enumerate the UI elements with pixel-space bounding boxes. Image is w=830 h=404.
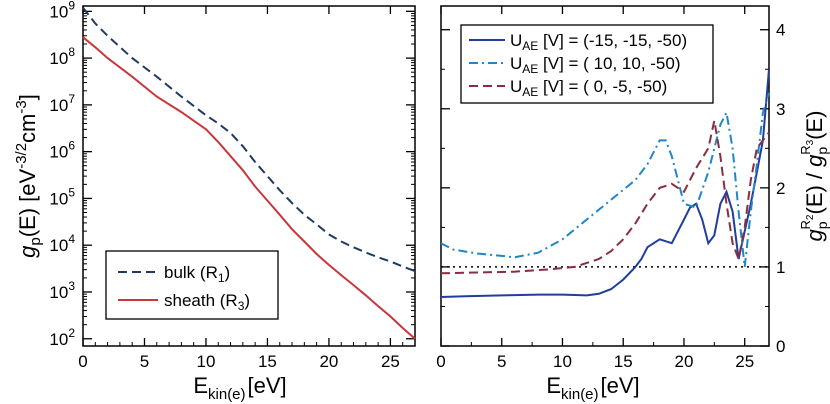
right-axis-ticks: 0 5 10 15 20 25 0 1 2 3 4: [436, 6, 785, 371]
left-series: [82, 6, 416, 340]
left-y-axis-label: gp(E) [eV-3/2cm-3]: [13, 94, 44, 258]
left-y-tick-label: 106: [49, 139, 75, 162]
left-y-tick-label: 105: [49, 185, 75, 208]
right-series: [440, 69, 770, 298]
left-series-line-sheath: [82, 36, 416, 340]
left-legend-box: [105, 250, 279, 320]
right-plot-frame: [440, 5, 770, 347]
right-x-tick-label: 10: [553, 352, 572, 371]
legend-label-sheath: sheath (R3): [164, 291, 250, 313]
left-y-tick-label: 109: [49, 0, 75, 21]
right-y-tick-label: 0: [776, 337, 785, 356]
right-x-axis-label: Ekin(e)[eV]: [546, 373, 639, 403]
left-x-tick-label: 20: [319, 352, 338, 371]
right-x-tick-label: 15: [614, 352, 633, 371]
right-x-tick-label: 25: [735, 352, 754, 371]
right-y-tick-label: 3: [776, 100, 785, 119]
left-x-axis-label: Ekin(e)[eV]: [193, 373, 286, 403]
legend-label-set3: UAE [V] = ( 0, -5, -50): [510, 77, 667, 99]
left-legend: bulk (R1) sheath (R3): [105, 250, 279, 320]
left-x-tick-label: 10: [197, 352, 216, 371]
left-y-tick-label: 103: [49, 279, 75, 302]
left-series-line-bulk: [82, 6, 416, 273]
left-x-tick-label: 15: [258, 352, 277, 371]
right-y-tick-label: 2: [776, 179, 785, 198]
left-axis-ticks: 0 5 10 15 20 25 102 103 104 105 106 107 108 109: [49, 0, 415, 371]
right-series-line-3: [440, 120, 770, 275]
right-panel: 0 5 10 15 20 25 0 1 2 3 4 Ekin(e)[eV] gpR2(E) / gp…: [436, 5, 830, 403]
legend-label-set1: UAE [V] = (-15, -15, -50): [510, 31, 687, 53]
right-x-tick-label: 5: [497, 352, 506, 371]
right-legend: UAE [V] = (-15, -15, -50) UAE [V] = ( 10…: [460, 24, 714, 104]
right-x-tick-label: 0: [436, 352, 445, 371]
left-panel: 0 5 10 15 20 25 102 103 104 105 106 107 108 109 gp(E)…: [13, 0, 416, 403]
left-y-tick-label: 107: [49, 92, 75, 115]
left-x-tick-label: 25: [381, 352, 400, 371]
right-series-line-2: [440, 92, 770, 268]
left-y-tick-label: 102: [49, 326, 75, 349]
legend-label-set2: UAE [V] = ( 10, 10, -50): [510, 54, 681, 76]
legend-label-bulk: bulk (R1): [164, 263, 230, 285]
left-x-tick-label: 5: [140, 352, 149, 371]
right-y-tick-label: 1: [776, 258, 785, 277]
left-y-tick-label: 104: [49, 232, 75, 255]
left-y-tick-label: 108: [49, 45, 75, 68]
right-y-tick-label: 4: [776, 21, 785, 40]
right-x-tick-label: 20: [675, 352, 694, 371]
left-x-tick-label: 0: [78, 352, 87, 371]
right-y-axis-label: gpR2(E) / gpR3(E): [798, 111, 830, 242]
